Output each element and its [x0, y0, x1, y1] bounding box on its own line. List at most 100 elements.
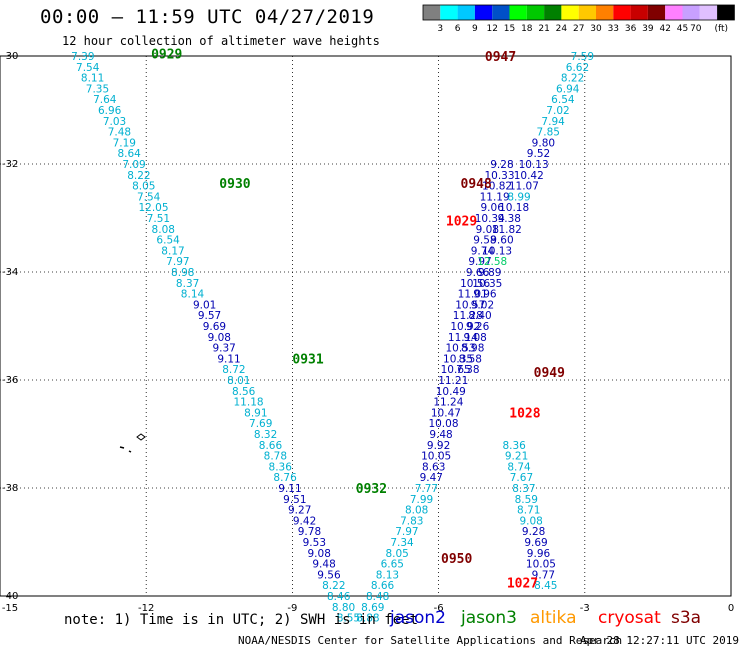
- wave-height-value: 8.80: [332, 602, 355, 614]
- x-tick-label: 0: [728, 603, 734, 614]
- wave-height-value: 10.82: [482, 181, 512, 193]
- wave-height-value: 8.98: [461, 343, 484, 355]
- wave-height-value: 9.38: [498, 213, 521, 225]
- wave-height-value: 8.01: [227, 375, 250, 387]
- wave-height-value: 8.08: [152, 224, 175, 236]
- wave-height-tracks: 7.397.548.117.357.646.967.037.487.198.64…: [71, 51, 594, 625]
- wave-height-value: 11.19: [480, 191, 510, 203]
- color-scale-legend: 3 6 9 12 15 18 21 24 27 30 33 36 39 42 45 70 (ft): [422, 4, 735, 34]
- wave-height-value: 8.32: [254, 429, 277, 441]
- wave-height-value: 7.54: [137, 191, 161, 203]
- map-border: [0, 55, 732, 597]
- map-frame: [0, 55, 732, 597]
- wave-height-value: 10.35: [472, 278, 502, 290]
- wave-height-value: 8.37: [512, 483, 535, 495]
- generated-timestamp: Apr 28 12:27:11 UTC 2019: [580, 634, 739, 647]
- wave-height-value: 9.58: [473, 235, 496, 247]
- wave-height-value: 8.45: [534, 580, 557, 592]
- wave-height-value: 9.28: [522, 526, 545, 538]
- y-tick-label: -32: [2, 159, 18, 170]
- wave-height-value: 9.48: [429, 429, 452, 441]
- x-tick-label: -6: [434, 603, 444, 614]
- wave-height-value: 9.06: [481, 202, 505, 214]
- wave-height-value: 9.11: [278, 483, 301, 495]
- color-scale-label: 21: [538, 24, 549, 34]
- x-tick-label: -9: [287, 603, 297, 614]
- wave-height-value: 9.97: [468, 256, 491, 268]
- wave-height-value: 8.78: [264, 451, 287, 463]
- credit-line: NOAA/NESDIS Center for Satellite Applica…: [238, 634, 623, 647]
- wave-height-value: 8.99: [507, 191, 530, 203]
- color-swatch: [457, 5, 475, 20]
- wave-height-value: 11.21: [438, 375, 468, 387]
- wave-height-value: 9.96: [527, 548, 551, 560]
- color-scale-label: 42: [659, 24, 670, 34]
- wave-height-value: 11.18: [234, 397, 264, 409]
- wave-height-value: 7.97: [166, 256, 189, 268]
- wave-height-value: 8.63: [422, 461, 445, 473]
- island-shape: [136, 433, 146, 441]
- wave-height-value: 7.02: [546, 105, 569, 117]
- color-swatch: [647, 5, 666, 20]
- y-tick-label: -36: [2, 375, 18, 386]
- color-scale-label: 36: [625, 24, 637, 34]
- wave-height-value: 9.69: [203, 321, 226, 333]
- wave-height-value: 6.96: [98, 105, 122, 117]
- wave-height-value: 9.08: [308, 548, 331, 560]
- color-scale-label: 45: [677, 24, 688, 34]
- wave-height-value: 9.60: [490, 235, 513, 247]
- wave-height-value: 10.57: [455, 299, 485, 311]
- wave-height-value: 8.58: [459, 353, 482, 365]
- color-swatch: [526, 5, 545, 20]
- y-tick-label: -34: [2, 267, 18, 278]
- y-tick-label: -30: [2, 51, 18, 62]
- wave-height-value: 10.13: [519, 159, 549, 171]
- islet-shape: [119, 446, 125, 449]
- legend-jason3: jason3: [461, 608, 517, 628]
- wave-height-value: 7.64: [93, 94, 117, 106]
- wave-height-value: 9.37: [212, 343, 235, 355]
- wave-height-value: 7.19: [113, 137, 136, 149]
- color-swatch: [578, 5, 596, 20]
- wave-height-value: 7.97: [395, 526, 418, 538]
- wave-height-value: 8.56: [232, 386, 256, 398]
- wave-height-value: 8.72: [222, 364, 245, 376]
- wave-height-value: 8.22: [561, 73, 584, 85]
- wave-height-value: 7.38: [456, 364, 479, 376]
- wave-height-value: 10.18: [499, 202, 529, 214]
- wave-height-value: 9.66: [466, 267, 490, 279]
- wave-height-value: 8.13: [376, 569, 399, 581]
- wave-height-value: 8.11: [81, 73, 104, 85]
- wave-height-value: 9.56: [317, 569, 341, 581]
- wave-height-value: 9.96: [473, 289, 497, 301]
- wave-height-value: 9.57: [198, 310, 221, 322]
- y-tick-label: -38: [2, 483, 18, 494]
- wave-height-value: 10.47: [431, 407, 461, 419]
- color-swatch: [699, 5, 718, 20]
- wave-height-value: 10.13: [482, 245, 512, 257]
- pass-time-labels: 0929 0930 0931 0932 0947 0948 0949 0950 1029 1028…: [151, 47, 565, 591]
- wave-height-value: 10.08: [428, 418, 458, 430]
- wave-height-value: 10.05: [526, 559, 556, 571]
- wave-height-value: 10.53: [445, 343, 475, 355]
- wave-height-value: 8.91: [244, 407, 267, 419]
- wave-height-value: 9.02: [471, 299, 494, 311]
- color-scale-label: 6: [455, 24, 461, 34]
- color-swatch: [613, 5, 631, 20]
- color-swatch: [717, 5, 735, 20]
- x-tick-label: -15: [2, 603, 18, 614]
- wave-height-value: 11.82: [492, 224, 522, 236]
- wave-height-value: 8.74: [507, 461, 531, 473]
- wave-height-value: 10.34: [475, 213, 505, 225]
- wave-height-value: 8.22: [127, 170, 150, 182]
- color-scale-label: 15: [504, 24, 515, 34]
- pass-time-label: 1029: [446, 215, 477, 230]
- wave-height-value: 8.22: [322, 580, 345, 592]
- wave-height-value: 10.65: [441, 364, 471, 376]
- color-scale-label: 9: [472, 24, 478, 34]
- wave-height-value: 7.03: [103, 116, 126, 128]
- wave-height-value: 7.77: [415, 483, 438, 495]
- color-swatch-border: [422, 4, 735, 21]
- color-swatch: [474, 5, 493, 20]
- wave-height-value: 8.40: [468, 310, 491, 322]
